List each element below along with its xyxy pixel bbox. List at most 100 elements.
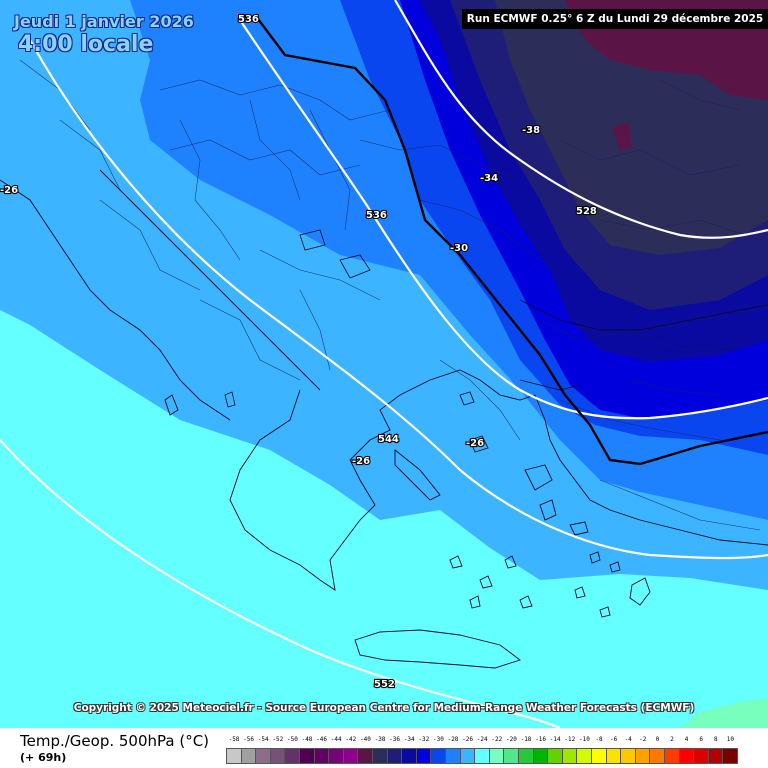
lakes xyxy=(224,229,371,408)
legend-swatch xyxy=(634,748,651,764)
legend-label: 4 xyxy=(684,736,689,743)
marmara-coast xyxy=(519,379,581,391)
legend-label: 0 xyxy=(655,736,660,743)
legend-label: -22 xyxy=(491,736,503,743)
legend-label: -42 xyxy=(345,736,357,743)
chios-island xyxy=(539,499,557,521)
legend-label: 8 xyxy=(713,736,718,743)
legend-label: -24 xyxy=(476,736,488,743)
coastlines xyxy=(0,169,768,591)
legend-swatch xyxy=(430,748,447,764)
legend-swatch xyxy=(269,748,286,764)
legend-swatch xyxy=(284,748,301,764)
legend-label: -32 xyxy=(418,736,430,743)
legend-swatch xyxy=(591,748,607,764)
greece-west-coast xyxy=(229,389,401,591)
temperature-label-minus38: -38 xyxy=(522,125,540,136)
rhodes-island xyxy=(629,577,651,606)
temperature-label-minus34: -34 xyxy=(480,173,498,184)
legend-label: -56 xyxy=(243,736,255,743)
legend-label: -18 xyxy=(520,736,532,743)
legend-label: -44 xyxy=(330,736,342,743)
legend-label: -26 xyxy=(462,736,474,743)
lemnos-island xyxy=(469,435,489,453)
black-sea-coast xyxy=(519,299,768,331)
legend-swatch xyxy=(547,748,564,764)
temperature-label-minus26-aegean: -26 xyxy=(466,438,484,449)
legend-swatch xyxy=(328,748,345,764)
euboea-island xyxy=(394,449,441,501)
temperature-label-minus30: -30 xyxy=(450,243,468,254)
legend-label: -38 xyxy=(374,736,386,743)
temp-band-minus40-spot xyxy=(612,122,632,150)
legend-swatch xyxy=(445,748,461,764)
legend-swatch xyxy=(664,748,680,764)
corfu-island xyxy=(164,394,179,416)
geopotential-label-544: 544 xyxy=(378,434,399,445)
islands xyxy=(164,391,651,669)
legend-swatch xyxy=(532,748,549,764)
dodecanese-islands xyxy=(574,551,621,618)
geopotential-label-536-center: 536 xyxy=(366,210,387,221)
lesbos-island xyxy=(524,464,553,491)
isoline-544 xyxy=(29,39,768,560)
lead-time: (+ 69h) xyxy=(20,751,67,764)
adriatic-east-coast xyxy=(99,169,321,391)
legend-swatch xyxy=(474,748,491,764)
legend-label: -30 xyxy=(432,736,444,743)
legend-swatch xyxy=(620,748,637,764)
legend-swatch xyxy=(372,748,388,764)
cyclades-islands xyxy=(449,555,533,609)
weather-map: 536 -38 -34 528 536 -30 -26 544 -26 -26 … xyxy=(0,0,768,728)
legend-label: -52 xyxy=(272,736,284,743)
legend-label: -12 xyxy=(564,736,576,743)
legend-swatch xyxy=(226,748,242,764)
contour-labels: 536 -38 -34 528 536 -30 -26 544 -26 -26 … xyxy=(0,13,598,691)
samos-island xyxy=(569,521,589,536)
isoline-552 xyxy=(0,439,561,728)
legend-swatch xyxy=(693,748,710,764)
legend-swatch xyxy=(678,748,695,764)
italy-coast xyxy=(0,179,231,421)
legend-swatch xyxy=(605,748,622,764)
legend-label: -8 xyxy=(595,736,603,743)
geopotential-label-528: 528 xyxy=(576,206,597,217)
legend-label: -46 xyxy=(316,736,328,743)
legend-label: -34 xyxy=(403,736,415,743)
isotherm-minus30 xyxy=(254,14,768,466)
legend-swatch xyxy=(415,748,432,764)
temp-band-minus22-patch xyxy=(680,698,768,728)
legend-swatch xyxy=(576,748,593,764)
legend-label: -58 xyxy=(228,736,240,743)
legend-swatch xyxy=(503,748,520,764)
legend-swatch xyxy=(459,748,476,764)
legend-swatch xyxy=(722,748,739,764)
legend-swatch xyxy=(518,748,534,764)
model-run-info: Run ECMWF 0.25° 6 Z du Lundi 29 décembre… xyxy=(462,9,768,29)
legend-swatch xyxy=(255,748,272,764)
legend-label: -10 xyxy=(578,736,590,743)
greece-north-coast xyxy=(399,369,536,401)
legend-label: -2 xyxy=(639,736,647,743)
legend-swatch xyxy=(707,748,724,764)
legend-swatch xyxy=(561,748,578,764)
legend-swatch xyxy=(240,748,257,764)
legend-swatch xyxy=(488,748,505,764)
forecast-local-time: 4:00 locale xyxy=(18,32,154,57)
legend-label: -16 xyxy=(535,736,547,743)
geopotential-label-536-north: 536 xyxy=(238,14,259,25)
temperature-label-minus26-west: -26 xyxy=(0,185,18,196)
legend-label: -40 xyxy=(359,736,371,743)
copyright-notice: Copyright © 2025 Meteociel.fr - Source E… xyxy=(73,702,695,714)
forecast-date: Jeudi 1 janvier 2026 xyxy=(14,12,194,31)
legend-swatch xyxy=(386,748,403,764)
legend-swatch xyxy=(313,748,330,764)
legend-swatch xyxy=(342,748,359,764)
footer-bar: Temp./Geop. 500hPa (°C) (+ 69h) -58 -56 -5… xyxy=(0,728,768,768)
legend-label: 6 xyxy=(699,736,703,743)
geopotential-isolines xyxy=(0,0,768,728)
temperature-label-minus26-greece: -26 xyxy=(352,456,370,467)
country-borders xyxy=(19,59,761,531)
legend-label: -54 xyxy=(257,736,269,743)
crete-island xyxy=(354,629,521,669)
